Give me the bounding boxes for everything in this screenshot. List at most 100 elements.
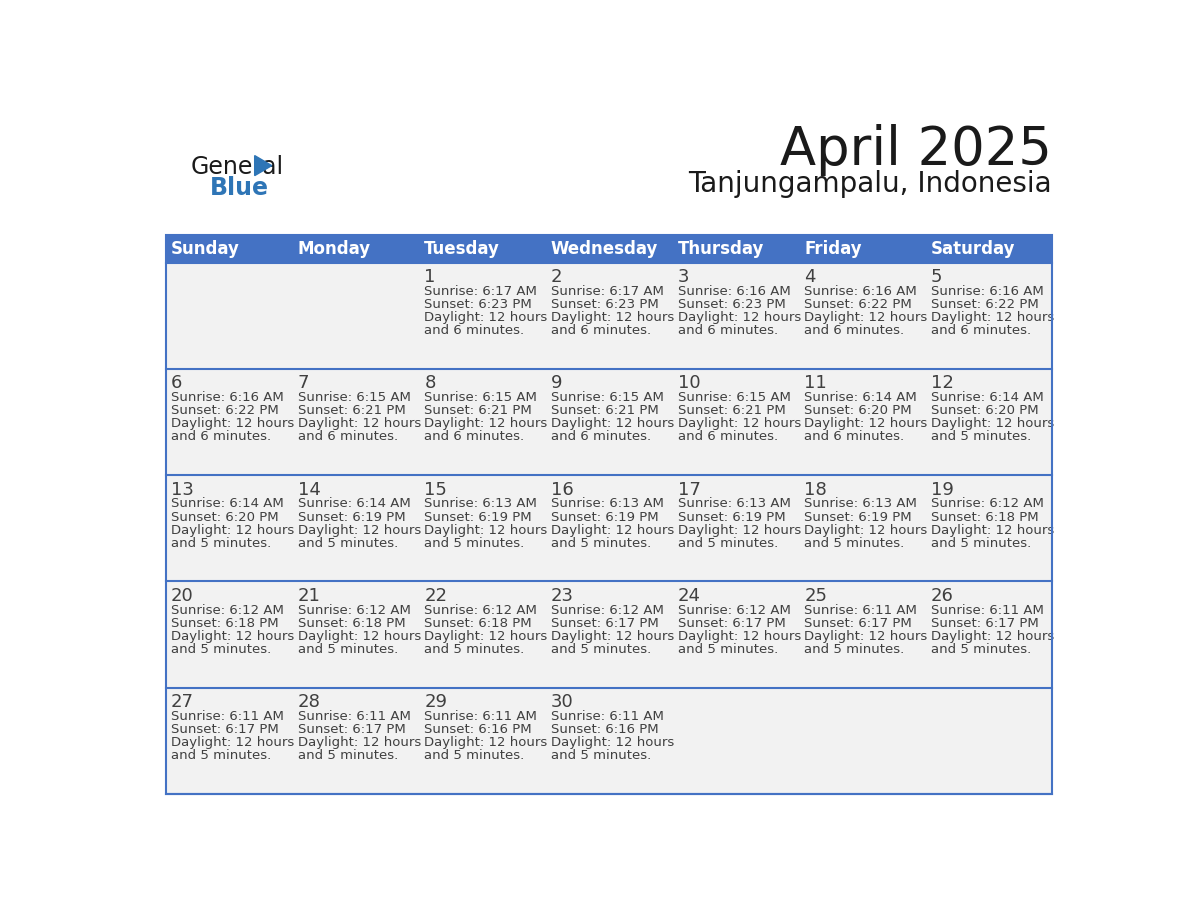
Text: Daylight: 12 hours: Daylight: 12 hours [931, 523, 1054, 537]
Text: Daylight: 12 hours: Daylight: 12 hours [551, 736, 675, 749]
Text: and 5 minutes.: and 5 minutes. [931, 431, 1031, 443]
Text: Daylight: 12 hours: Daylight: 12 hours [804, 418, 928, 431]
Text: Sunrise: 6:12 AM: Sunrise: 6:12 AM [551, 604, 664, 617]
Text: Sunset: 6:21 PM: Sunset: 6:21 PM [677, 404, 785, 418]
Text: 14: 14 [298, 480, 321, 498]
Text: 20: 20 [171, 587, 194, 605]
Text: 29: 29 [424, 693, 448, 711]
Text: Daylight: 12 hours: Daylight: 12 hours [677, 523, 801, 537]
Text: Sunset: 6:18 PM: Sunset: 6:18 PM [298, 617, 405, 630]
Bar [672, 235, 798, 263]
Text: Sunrise: 6:14 AM: Sunrise: 6:14 AM [804, 391, 917, 404]
Bar [165, 235, 292, 263]
Text: and 5 minutes.: and 5 minutes. [551, 643, 651, 656]
Text: and 5 minutes.: and 5 minutes. [171, 749, 271, 762]
Text: and 6 minutes.: and 6 minutes. [677, 324, 778, 337]
Text: 13: 13 [171, 480, 194, 498]
Text: Sunrise: 6:14 AM: Sunrise: 6:14 AM [171, 498, 284, 510]
Text: Daylight: 12 hours: Daylight: 12 hours [424, 523, 548, 537]
Bar [292, 263, 419, 369]
Text: Sunrise: 6:14 AM: Sunrise: 6:14 AM [298, 498, 410, 510]
Text: Sunrise: 6:17 AM: Sunrise: 6:17 AM [551, 285, 664, 298]
Text: and 6 minutes.: and 6 minutes. [298, 431, 398, 443]
Bar [292, 369, 419, 476]
Text: 27: 27 [171, 693, 194, 711]
Text: Wednesday: Wednesday [551, 240, 658, 258]
Text: Sunrise: 6:12 AM: Sunrise: 6:12 AM [298, 604, 411, 617]
Bar [419, 235, 545, 263]
Text: 25: 25 [804, 587, 827, 605]
Bar [798, 476, 925, 581]
Text: Sunset: 6:19 PM: Sunset: 6:19 PM [424, 510, 532, 523]
Text: Sunrise: 6:17 AM: Sunrise: 6:17 AM [424, 285, 537, 298]
Text: Sunrise: 6:15 AM: Sunrise: 6:15 AM [424, 391, 537, 404]
Text: Sunrise: 6:15 AM: Sunrise: 6:15 AM [677, 391, 790, 404]
Text: Sunrise: 6:12 AM: Sunrise: 6:12 AM [424, 604, 537, 617]
Bar [672, 369, 798, 476]
Bar [292, 235, 419, 263]
Text: Friday: Friday [804, 240, 861, 258]
Text: Sunset: 6:18 PM: Sunset: 6:18 PM [931, 510, 1038, 523]
Text: Sunrise: 6:14 AM: Sunrise: 6:14 AM [931, 391, 1044, 404]
Text: and 5 minutes.: and 5 minutes. [298, 643, 398, 656]
Text: Sunrise: 6:11 AM: Sunrise: 6:11 AM [551, 710, 664, 723]
Text: Daylight: 12 hours: Daylight: 12 hours [171, 736, 295, 749]
Text: Sunset: 6:21 PM: Sunset: 6:21 PM [298, 404, 405, 418]
Text: and 6 minutes.: and 6 minutes. [424, 324, 524, 337]
Bar [292, 476, 419, 581]
Bar [419, 476, 545, 581]
Text: and 5 minutes.: and 5 minutes. [298, 537, 398, 550]
Text: Thursday: Thursday [677, 240, 764, 258]
Bar [419, 263, 545, 369]
Text: Sunrise: 6:11 AM: Sunrise: 6:11 AM [931, 604, 1044, 617]
Bar [292, 581, 419, 688]
Text: Daylight: 12 hours: Daylight: 12 hours [551, 630, 675, 643]
Bar [798, 688, 925, 794]
Text: General: General [191, 155, 284, 179]
Bar [798, 581, 925, 688]
Text: and 5 minutes.: and 5 minutes. [551, 749, 651, 762]
Text: and 5 minutes.: and 5 minutes. [931, 537, 1031, 550]
Text: 3: 3 [677, 268, 689, 286]
Text: and 5 minutes.: and 5 minutes. [424, 537, 525, 550]
Text: Daylight: 12 hours: Daylight: 12 hours [298, 523, 421, 537]
Bar [419, 581, 545, 688]
Bar [165, 688, 292, 794]
Bar [545, 235, 672, 263]
Bar [798, 263, 925, 369]
Text: and 6 minutes.: and 6 minutes. [171, 431, 271, 443]
Bar [925, 581, 1053, 688]
Text: 18: 18 [804, 480, 827, 498]
Text: Sunrise: 6:11 AM: Sunrise: 6:11 AM [424, 710, 537, 723]
Text: April 2025: April 2025 [781, 124, 1053, 176]
Text: Sunrise: 6:12 AM: Sunrise: 6:12 AM [931, 498, 1044, 510]
Text: 11: 11 [804, 375, 827, 392]
Text: Tanjungampalu, Indonesia: Tanjungampalu, Indonesia [689, 170, 1053, 198]
Text: Sunset: 6:20 PM: Sunset: 6:20 PM [931, 404, 1038, 418]
Bar [419, 369, 545, 476]
Text: Sunrise: 6:13 AM: Sunrise: 6:13 AM [804, 498, 917, 510]
Text: and 6 minutes.: and 6 minutes. [804, 324, 904, 337]
Text: Sunset: 6:23 PM: Sunset: 6:23 PM [424, 298, 532, 311]
Bar [925, 688, 1053, 794]
Text: Daylight: 12 hours: Daylight: 12 hours [677, 418, 801, 431]
Text: and 5 minutes.: and 5 minutes. [298, 749, 398, 762]
Text: 22: 22 [424, 587, 448, 605]
Text: Daylight: 12 hours: Daylight: 12 hours [931, 418, 1054, 431]
Text: Daylight: 12 hours: Daylight: 12 hours [804, 523, 928, 537]
Text: Sunset: 6:22 PM: Sunset: 6:22 PM [931, 298, 1038, 311]
Bar [672, 688, 798, 794]
Text: Daylight: 12 hours: Daylight: 12 hours [298, 736, 421, 749]
Text: Sunrise: 6:15 AM: Sunrise: 6:15 AM [298, 391, 411, 404]
Text: and 5 minutes.: and 5 minutes. [171, 643, 271, 656]
Bar [545, 263, 672, 369]
Bar [545, 476, 672, 581]
Text: Sunrise: 6:16 AM: Sunrise: 6:16 AM [931, 285, 1044, 298]
Text: 28: 28 [298, 693, 321, 711]
Text: Sunset: 6:18 PM: Sunset: 6:18 PM [424, 617, 532, 630]
Text: Daylight: 12 hours: Daylight: 12 hours [424, 630, 548, 643]
Bar [925, 369, 1053, 476]
Text: 9: 9 [551, 375, 562, 392]
Text: Daylight: 12 hours: Daylight: 12 hours [677, 630, 801, 643]
Text: Sunset: 6:23 PM: Sunset: 6:23 PM [551, 298, 658, 311]
